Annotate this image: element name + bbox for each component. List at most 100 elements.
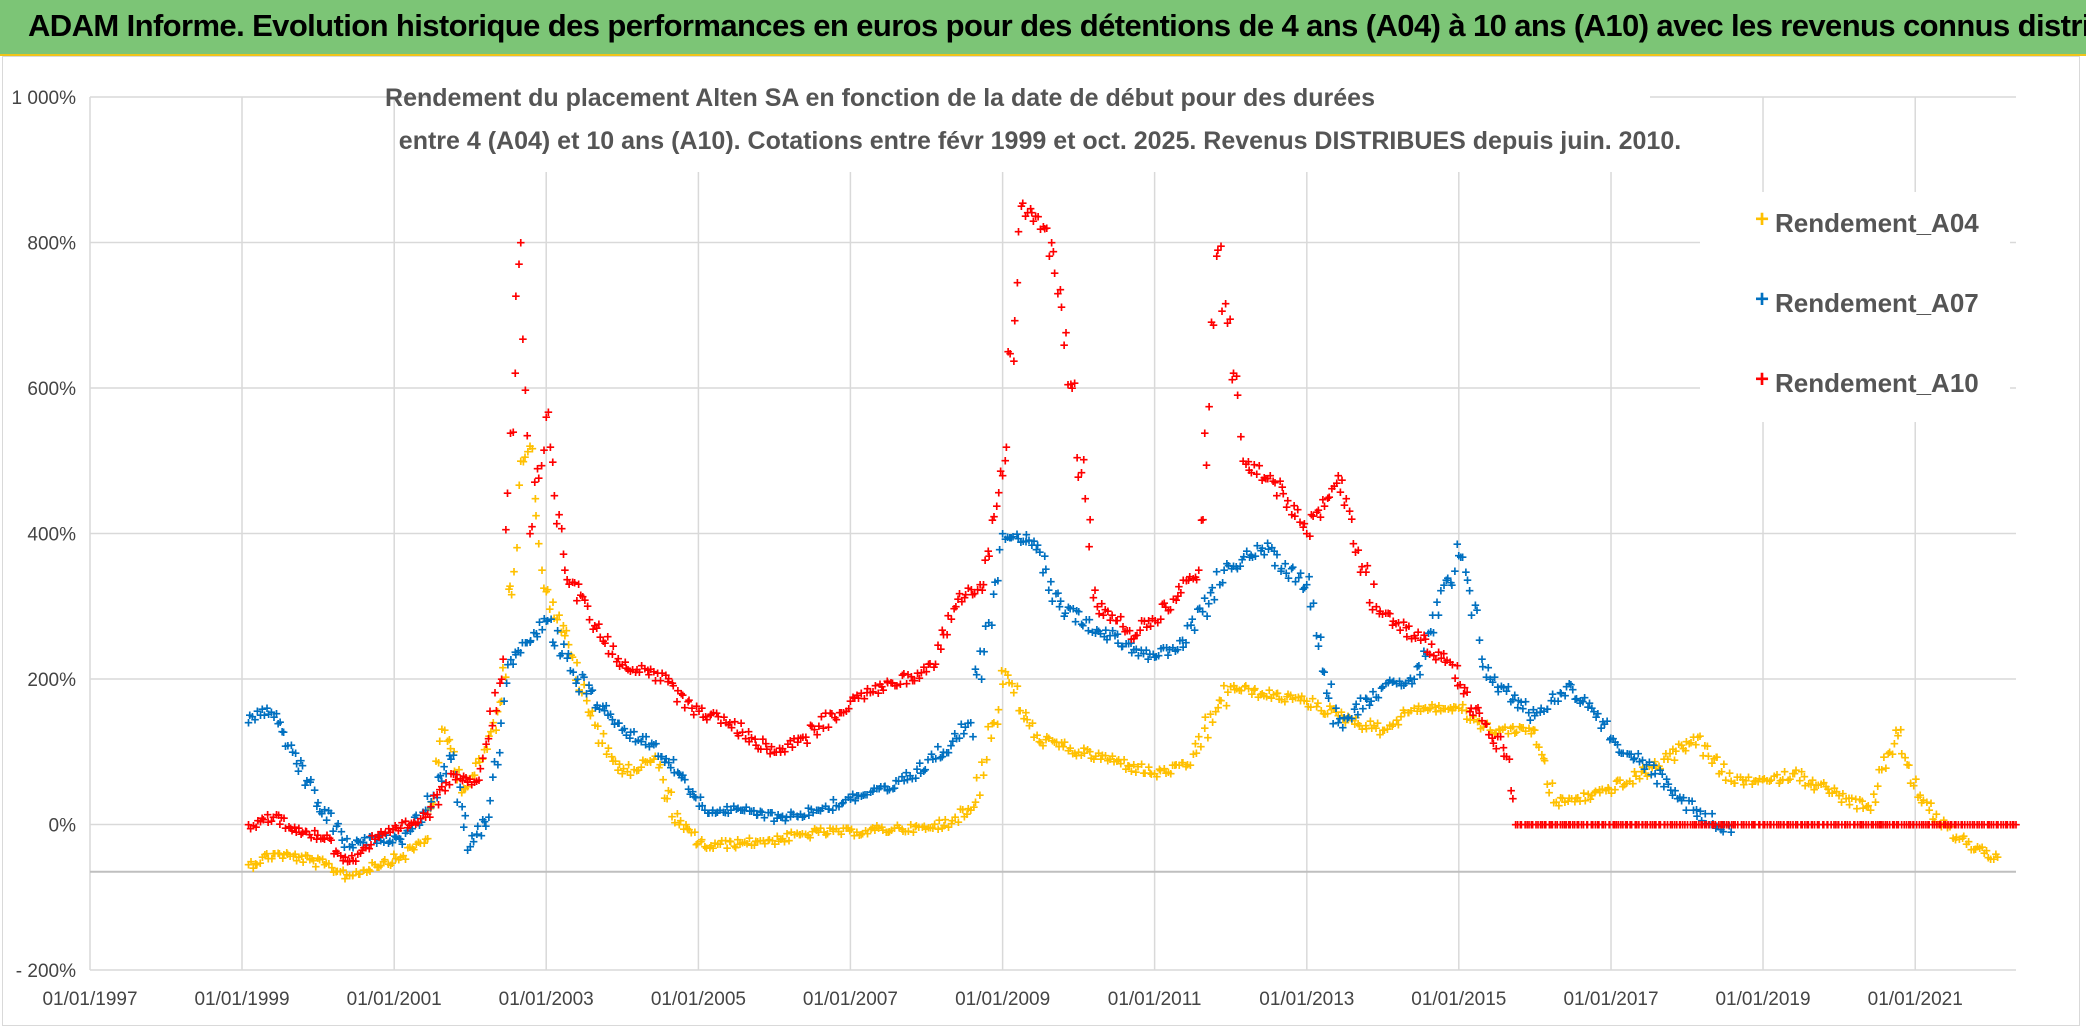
data-point: + <box>1823 817 1832 834</box>
data-point: + <box>1293 502 1302 519</box>
data-point: + <box>466 771 475 788</box>
data-point: + <box>1215 692 1224 709</box>
data-point: + <box>1305 528 1314 545</box>
data-point: + <box>1478 658 1487 675</box>
data-point: + <box>1587 787 1596 804</box>
data-point: + <box>615 715 624 732</box>
data-point: + <box>1568 817 1577 834</box>
data-point: + <box>1006 345 1015 362</box>
data-point: + <box>1457 702 1466 719</box>
data-point: + <box>1044 582 1053 599</box>
data-point: + <box>1072 603 1081 620</box>
data-point: + <box>814 802 823 819</box>
x-tick-label: 01/01/2011 <box>1108 989 1202 1010</box>
data-point: + <box>553 623 562 640</box>
data-point: + <box>972 666 981 683</box>
data-point: + <box>434 769 443 786</box>
data-point: + <box>1952 817 1961 834</box>
data-point: + <box>458 773 467 790</box>
data-point: + <box>1943 819 1952 836</box>
data-point: + <box>1627 817 1636 834</box>
data-point: + <box>1237 682 1246 699</box>
data-point: + <box>664 674 673 691</box>
data-point: + <box>356 845 365 862</box>
data-point: + <box>637 733 646 750</box>
data-point: + <box>1036 735 1045 752</box>
data-point: + <box>1869 817 1878 834</box>
data-point: + <box>1565 790 1574 807</box>
data-point: + <box>368 855 377 872</box>
data-point: + <box>920 818 929 835</box>
data-point: + <box>434 796 443 813</box>
data-point: + <box>421 802 430 819</box>
data-point: + <box>437 779 446 796</box>
data-point: + <box>1096 625 1105 642</box>
data-point: + <box>1440 577 1449 594</box>
data-point: + <box>1302 526 1311 543</box>
data-point: + <box>1212 248 1221 265</box>
data-point: + <box>1156 762 1165 779</box>
data-point: + <box>523 635 532 652</box>
data-point: + <box>1089 751 1098 768</box>
data-point: + <box>1374 690 1383 707</box>
data-point: + <box>821 798 830 815</box>
data-point: + <box>1067 376 1076 393</box>
data-point: + <box>1015 702 1024 719</box>
data-point: + <box>653 665 662 682</box>
data-point: + <box>1204 595 1213 612</box>
data-point: + <box>1622 775 1631 792</box>
data-point: + <box>1443 570 1452 587</box>
data-point: + <box>290 819 299 836</box>
data-point: + <box>870 780 879 797</box>
data-point: + <box>887 822 896 839</box>
data-point: + <box>279 846 288 863</box>
data-point: + <box>1223 315 1232 332</box>
data-point: + <box>252 819 261 836</box>
data-point: + <box>988 512 997 529</box>
data-point: + <box>1055 738 1064 755</box>
data-point: + <box>270 709 279 726</box>
data-point: + <box>1039 738 1048 755</box>
data-point: + <box>1879 817 1888 834</box>
data-point: + <box>1044 730 1053 747</box>
data-point: + <box>1216 577 1225 594</box>
data-point: + <box>885 823 894 840</box>
data-point: + <box>532 507 541 524</box>
data-point: + <box>751 833 760 850</box>
data-point: + <box>808 823 817 840</box>
data-point: + <box>1367 720 1376 737</box>
data-point: + <box>1532 704 1541 721</box>
data-point: + <box>1715 765 1724 782</box>
data-point: + <box>1052 734 1061 751</box>
data-point: + <box>1884 746 1893 763</box>
data-point: + <box>675 766 684 783</box>
data-point: + <box>1314 638 1323 655</box>
data-point: + <box>1129 756 1138 773</box>
data-point: + <box>734 727 743 744</box>
data-point: + <box>545 601 554 618</box>
data-point: + <box>1697 817 1706 834</box>
data-point: + <box>1807 817 1816 834</box>
data-point: + <box>1299 519 1308 536</box>
data-point: + <box>513 539 522 556</box>
data-point: + <box>435 782 444 799</box>
data-point: + <box>1242 456 1251 473</box>
data-point: + <box>1127 635 1136 652</box>
data-point: + <box>1453 678 1462 695</box>
data-point: + <box>651 748 660 765</box>
data-point: + <box>1004 343 1013 360</box>
data-point: + <box>673 694 682 711</box>
data-point: + <box>729 798 738 815</box>
data-point: + <box>1880 749 1889 766</box>
data-point: + <box>1265 682 1274 699</box>
data-point: + <box>966 715 975 732</box>
data-point: + <box>1619 817 1628 834</box>
data-point: + <box>1140 613 1149 630</box>
data-point: + <box>1603 713 1612 730</box>
data-point: + <box>842 703 851 720</box>
data-point: + <box>1612 773 1621 790</box>
data-point: + <box>1853 817 1862 834</box>
data-point: + <box>778 741 787 758</box>
data-point: + <box>1930 814 1939 831</box>
data-point: + <box>1150 766 1159 783</box>
